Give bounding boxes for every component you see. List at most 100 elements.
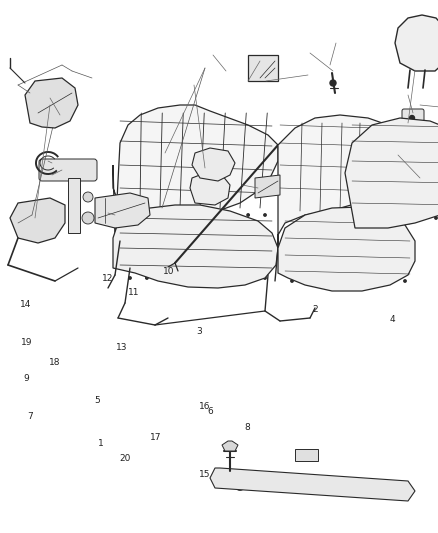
Circle shape xyxy=(213,245,215,248)
Circle shape xyxy=(146,245,148,248)
Circle shape xyxy=(162,261,165,263)
Circle shape xyxy=(347,263,350,265)
Circle shape xyxy=(336,481,345,490)
Circle shape xyxy=(410,116,414,120)
Circle shape xyxy=(305,280,307,282)
Text: 19: 19 xyxy=(21,338,32,346)
Circle shape xyxy=(264,261,266,263)
Circle shape xyxy=(397,217,399,219)
Circle shape xyxy=(83,192,93,202)
Circle shape xyxy=(264,214,266,216)
Circle shape xyxy=(129,261,131,263)
Circle shape xyxy=(196,230,199,232)
Text: 6: 6 xyxy=(207,407,213,416)
Text: 20: 20 xyxy=(119,454,131,463)
Circle shape xyxy=(347,230,350,233)
Text: 18: 18 xyxy=(49,358,60,367)
Circle shape xyxy=(397,149,399,151)
Circle shape xyxy=(162,277,165,279)
Circle shape xyxy=(347,214,350,216)
Circle shape xyxy=(82,212,94,224)
Circle shape xyxy=(146,214,148,216)
Circle shape xyxy=(390,247,392,249)
Text: 8: 8 xyxy=(244,423,251,432)
Text: 4: 4 xyxy=(389,316,395,324)
Circle shape xyxy=(305,247,307,249)
FancyBboxPatch shape xyxy=(402,109,424,127)
Circle shape xyxy=(435,217,437,219)
Text: 1: 1 xyxy=(98,439,104,448)
Text: 14: 14 xyxy=(20,301,31,309)
Circle shape xyxy=(146,230,148,232)
Circle shape xyxy=(34,97,42,105)
Polygon shape xyxy=(190,173,230,205)
FancyBboxPatch shape xyxy=(39,159,97,181)
Circle shape xyxy=(435,149,437,151)
Circle shape xyxy=(397,132,399,134)
Circle shape xyxy=(390,263,392,265)
Polygon shape xyxy=(278,207,415,291)
Circle shape xyxy=(397,166,399,168)
Circle shape xyxy=(333,247,336,249)
Text: 9: 9 xyxy=(23,374,29,383)
Circle shape xyxy=(264,277,266,279)
Circle shape xyxy=(361,230,364,233)
Circle shape xyxy=(375,214,378,216)
Circle shape xyxy=(378,149,380,151)
Text: 7: 7 xyxy=(27,413,33,421)
Polygon shape xyxy=(395,15,438,71)
Circle shape xyxy=(397,200,399,202)
Circle shape xyxy=(361,263,364,265)
Circle shape xyxy=(435,166,437,168)
Circle shape xyxy=(291,280,293,282)
Circle shape xyxy=(129,214,131,216)
Circle shape xyxy=(162,230,165,232)
Polygon shape xyxy=(10,198,65,243)
Circle shape xyxy=(304,451,311,458)
Circle shape xyxy=(46,111,54,119)
Circle shape xyxy=(305,263,307,265)
Circle shape xyxy=(370,481,378,490)
Circle shape xyxy=(162,245,165,248)
Circle shape xyxy=(435,132,437,134)
Polygon shape xyxy=(68,178,80,233)
Circle shape xyxy=(196,261,199,263)
Circle shape xyxy=(390,280,392,282)
Circle shape xyxy=(416,149,418,151)
Polygon shape xyxy=(95,193,150,228)
Circle shape xyxy=(404,247,406,249)
Circle shape xyxy=(230,261,233,263)
Text: 2: 2 xyxy=(313,305,318,313)
Circle shape xyxy=(359,200,361,202)
Circle shape xyxy=(347,247,350,249)
Circle shape xyxy=(230,230,233,232)
Circle shape xyxy=(268,481,276,490)
Text: 10: 10 xyxy=(163,268,174,276)
Circle shape xyxy=(361,247,364,249)
Polygon shape xyxy=(295,449,318,461)
Circle shape xyxy=(378,132,380,134)
Circle shape xyxy=(291,214,293,216)
Circle shape xyxy=(264,230,266,232)
Text: 13: 13 xyxy=(116,343,127,352)
Circle shape xyxy=(180,230,182,232)
Circle shape xyxy=(390,214,392,216)
Circle shape xyxy=(390,230,392,233)
Circle shape xyxy=(333,230,336,233)
Circle shape xyxy=(378,166,380,168)
Circle shape xyxy=(319,214,321,216)
Circle shape xyxy=(129,277,131,279)
Circle shape xyxy=(213,261,215,263)
Circle shape xyxy=(359,166,361,168)
Circle shape xyxy=(291,263,293,265)
Circle shape xyxy=(196,277,199,279)
Circle shape xyxy=(196,214,199,216)
Circle shape xyxy=(129,245,131,248)
Circle shape xyxy=(180,214,182,216)
Text: 12: 12 xyxy=(102,274,113,282)
Polygon shape xyxy=(210,468,415,501)
Circle shape xyxy=(404,263,406,265)
Circle shape xyxy=(319,247,321,249)
Circle shape xyxy=(236,481,244,490)
Polygon shape xyxy=(25,78,78,128)
